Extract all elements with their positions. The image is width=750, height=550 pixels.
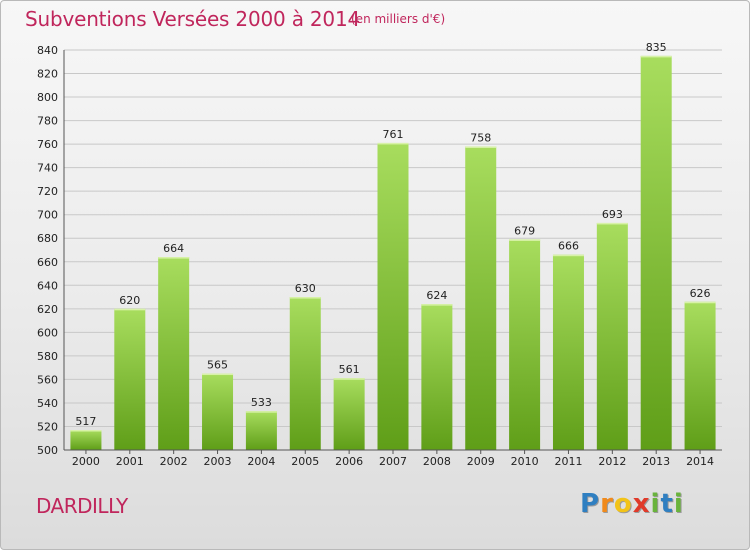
bar-highlight <box>202 373 234 376</box>
y-tick-label: 700 <box>37 209 58 222</box>
proxiti-logo: Proxiti <box>580 489 684 519</box>
y-tick-label: 680 <box>37 232 58 245</box>
bar <box>465 146 497 450</box>
y-tick-label: 520 <box>37 420 58 433</box>
y-tick-label: 740 <box>37 162 58 175</box>
x-tick-label: 2004 <box>247 455 275 468</box>
data-label: 565 <box>207 359 228 372</box>
data-label: 835 <box>646 41 667 54</box>
x-tick-label: 2002 <box>160 455 188 468</box>
data-label: 666 <box>558 240 579 253</box>
logo-letter: x <box>632 489 651 519</box>
bar <box>596 222 628 450</box>
bar <box>509 239 541 450</box>
x-tick-label: 2007 <box>379 455 407 468</box>
y-tick-label: 820 <box>37 68 58 81</box>
axes <box>63 50 722 454</box>
logo-letter: o <box>613 489 633 519</box>
bar <box>289 297 321 450</box>
y-tick-label: 600 <box>37 326 58 339</box>
y-tick-label: 560 <box>37 373 58 386</box>
bar <box>245 411 277 450</box>
data-label: 517 <box>75 415 96 428</box>
bar-highlight <box>245 411 277 413</box>
bar-highlight <box>509 239 541 241</box>
data-label: 626 <box>690 287 711 300</box>
logo-letter: i <box>650 489 661 519</box>
logo-letter: r <box>600 489 614 519</box>
bar-highlight <box>377 142 409 145</box>
bar <box>684 301 716 450</box>
bar <box>640 55 672 450</box>
y-tick-label: 660 <box>37 256 58 269</box>
data-label: 693 <box>602 208 623 221</box>
bars <box>70 55 716 451</box>
x-tick-label: 2009 <box>467 455 495 468</box>
data-label: 620 <box>119 294 140 307</box>
data-label: 561 <box>339 363 360 376</box>
bar <box>377 142 409 451</box>
y-tick-label: 640 <box>37 279 58 292</box>
x-tick-label: 2001 <box>116 455 144 468</box>
bar <box>202 373 234 450</box>
y-tick-label: 800 <box>37 91 58 104</box>
x-tick-label: 2012 <box>598 455 626 468</box>
y-tick-label: 720 <box>37 185 58 198</box>
bar <box>114 308 146 450</box>
bar-highlight <box>114 308 146 311</box>
bar-highlight <box>333 378 365 380</box>
bar-highlight <box>465 146 497 148</box>
bar <box>552 254 584 450</box>
bar-highlight <box>289 297 321 299</box>
data-label: 624 <box>426 289 447 302</box>
data-label: 533 <box>251 396 272 409</box>
x-tick-label: 2005 <box>291 455 319 468</box>
chart-subtitle: (en milliers d'€) <box>351 12 446 26</box>
y-tick-label: 840 <box>37 44 58 57</box>
y-tick-label: 760 <box>37 138 58 151</box>
data-label: 664 <box>163 242 184 255</box>
y-tick-label: 580 <box>37 350 58 363</box>
y-tick-label: 500 <box>37 444 58 457</box>
bar-highlight <box>70 430 102 432</box>
data-label: 758 <box>470 131 491 144</box>
data-label: 630 <box>295 282 316 295</box>
bar <box>158 257 190 450</box>
x-tick-label: 2000 <box>72 455 100 468</box>
labels: 500 520 540 560 580 600 620 640 660 680 700 720 740 7… <box>37 41 714 468</box>
place-name: DARDILLY <box>36 494 128 518</box>
x-tick-label: 2011 <box>554 455 582 468</box>
y-tick-label: 780 <box>37 115 58 128</box>
bar-highlight <box>552 254 584 257</box>
x-tick-label: 2008 <box>423 455 451 468</box>
data-label: 761 <box>383 128 404 141</box>
logo-letter: t <box>660 489 674 519</box>
bar-highlight <box>684 301 716 304</box>
bar <box>421 304 453 450</box>
x-tick-label: 2003 <box>204 455 232 468</box>
bar-highlight <box>158 257 190 259</box>
data-label: 679 <box>514 224 535 237</box>
bar <box>333 378 365 450</box>
bar <box>70 430 102 450</box>
x-tick-label: 2014 <box>686 455 714 468</box>
bar-highlight <box>421 304 453 306</box>
y-tick-label: 620 <box>37 303 58 316</box>
x-tick-label: 2013 <box>642 455 670 468</box>
chart-title: Subventions Versées 2000 à 2014 <box>25 7 361 31</box>
y-tick-label: 540 <box>37 397 58 410</box>
bar-highlight <box>596 222 628 225</box>
logo-letter: i <box>673 489 684 519</box>
x-tick-label: 2006 <box>335 455 363 468</box>
bar-highlight <box>640 55 672 58</box>
logo-letter: P <box>580 489 601 519</box>
x-tick-label: 2010 <box>511 455 539 468</box>
